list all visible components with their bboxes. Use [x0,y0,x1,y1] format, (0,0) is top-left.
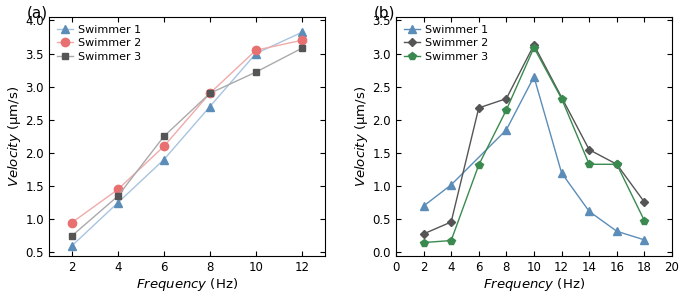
Swimmer 2 [447,220,456,224]
Line: Swimmer 2: Swimmer 2 [68,36,306,227]
Swimmer 3 [206,91,214,95]
Swimmer 3 [502,108,510,112]
Line: Swimmer 1: Swimmer 1 [419,73,649,244]
Swimmer 1 [206,105,214,109]
Swimmer 2 [68,221,76,225]
Swimmer 3 [640,219,649,222]
Swimmer 3 [114,194,122,198]
Swimmer 2 [160,145,168,148]
Line: Swimmer 2: Swimmer 2 [421,42,647,237]
Line: Swimmer 3: Swimmer 3 [68,45,306,239]
Swimmer 3 [160,135,168,138]
Swimmer 2 [530,43,538,47]
Swimmer 2 [206,91,214,95]
Swimmer 1 [252,52,260,55]
Swimmer 2 [585,148,593,152]
X-axis label: $\it{Frequency}$ $\rm{(Hz)}$: $\it{Frequency}$ $\rm{(Hz)}$ [136,277,238,293]
Swimmer 3 [298,46,306,50]
Swimmer 1 [447,183,456,187]
Swimmer 3 [68,234,76,238]
Line: Swimmer 3: Swimmer 3 [419,43,649,247]
Line: Swimmer 1: Swimmer 1 [68,28,306,250]
Swimmer 2 [612,162,621,166]
Swimmer 2 [252,48,260,52]
Swimmer 3 [447,239,456,242]
Legend: Swimmer 1, Swimmer 2, Swimmer 3: Swimmer 1, Swimmer 2, Swimmer 3 [54,23,143,64]
Swimmer 1 [502,128,510,132]
Text: (a): (a) [27,5,48,20]
Text: (b): (b) [374,5,395,20]
Swimmer 3 [252,70,260,74]
Swimmer 1 [419,204,427,208]
Swimmer 1 [530,75,538,79]
Swimmer 3 [558,97,566,100]
Swimmer 3 [475,163,483,167]
Swimmer 3 [612,162,621,166]
Swimmer 1 [68,244,76,248]
Swimmer 3 [585,162,593,166]
Legend: Swimmer 1, Swimmer 2, Swimmer 3: Swimmer 1, Swimmer 2, Swimmer 3 [401,23,490,64]
Swimmer 1 [612,229,621,233]
Swimmer 1 [114,201,122,205]
Swimmer 1 [640,238,649,242]
Swimmer 1 [558,171,566,175]
Swimmer 1 [585,210,593,213]
Y-axis label: $\it{Velocity}$ $\rm{(\mu m/s)}$: $\it{Velocity}$ $\rm{(\mu m/s)}$ [5,86,23,187]
Swimmer 3 [530,46,538,49]
Swimmer 2 [419,232,427,236]
X-axis label: $\it{Frequency}$ $\rm{(Hz)}$: $\it{Frequency}$ $\rm{(Hz)}$ [483,277,585,293]
Swimmer 2 [475,106,483,110]
Swimmer 2 [502,97,510,100]
Swimmer 2 [640,200,649,204]
Y-axis label: $\it{Velocity}$ $\rm{(\mu m/s)}$: $\it{Velocity}$ $\rm{(\mu m/s)}$ [353,86,370,187]
Swimmer 1 [160,158,168,161]
Swimmer 1 [298,30,306,34]
Swimmer 3 [419,241,427,244]
Swimmer 2 [114,188,122,191]
Swimmer 2 [298,39,306,42]
